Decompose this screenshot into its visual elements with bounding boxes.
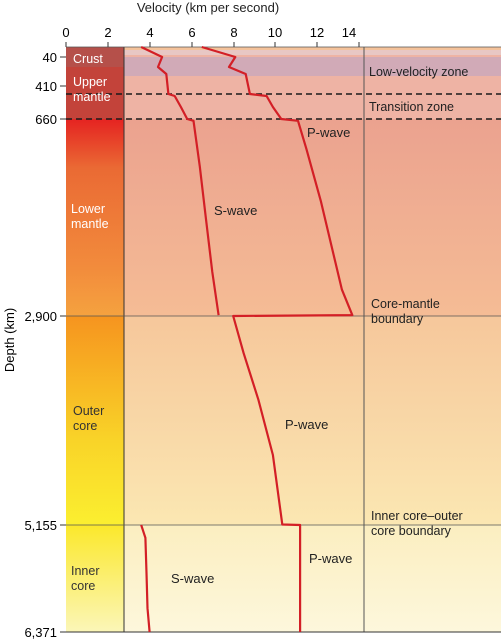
layer-label-lower-mantle: Lower mantle [71, 202, 109, 231]
p-wave-label-inner-core: P-wave [309, 551, 352, 566]
depth-tick-label: 5,155 [24, 518, 57, 533]
s-wave-label-inner-core: S-wave [171, 571, 214, 586]
zone-label-core-mantle-boundary: Core-mantle boundary [371, 297, 440, 326]
depth-tick-label: 660 [35, 112, 57, 127]
depth-tick-label: 6,371 [24, 625, 57, 640]
layer-lower-mantle [66, 119, 124, 316]
velocity-tick-label: 10 [268, 25, 282, 40]
s-wave-label-mantle: S-wave [214, 203, 257, 218]
p-wave-label-outer-core: P-wave [285, 417, 328, 432]
depth-tick-label: 40 [43, 50, 57, 65]
s-wave-curve [140, 46, 220, 316]
velocity-tick-marks [65, 42, 360, 47]
low-velocity-band [124, 57, 501, 76]
velocity-tick-label: 2 [104, 25, 111, 40]
p-wave-label-mantle: P-wave [307, 125, 350, 140]
zone-label-low-velocity: Low-velocity zone [369, 65, 468, 79]
velocity-axis-title: Velocity (km per second) [137, 0, 279, 15]
velocity-tick-label: 8 [230, 25, 237, 40]
zone-label-transition: Transition zone [369, 100, 454, 114]
depth-tick-label: 410 [35, 79, 57, 94]
layer-label-upper-mantle: Upper mantle [73, 75, 111, 104]
layer-label-outer-core: Outer core [73, 404, 104, 433]
layer-label-inner-core: Inner core [71, 564, 100, 593]
depth-tick-label: 2,900 [24, 309, 57, 324]
velocity-tick-label: 12 [310, 25, 324, 40]
layer-crust [66, 47, 124, 67]
plot-band-lower-mantle [124, 119, 501, 316]
p-wave-curve [201, 45, 354, 632]
plot-band-outer-core [124, 316, 501, 525]
velocity-tick-label: 4 [146, 25, 153, 40]
surface-strip [124, 47, 501, 50]
plot-band-inner-core [124, 525, 501, 632]
velocity-tick-label: 0 [62, 25, 69, 40]
layer-label-crust: Crust [73, 52, 103, 66]
velocity-tick-label: 6 [188, 25, 195, 40]
crust-band [124, 47, 501, 55]
s-wave-inner-core-curve [140, 524, 151, 633]
depth-axis-title: Depth (km) [2, 308, 17, 372]
zone-label-inner-outer-core-boundary: Inner core–outer core boundary [371, 509, 463, 538]
layer-upper-mantle [66, 67, 124, 119]
layer-inner-core [66, 525, 124, 632]
layer-outer-core [66, 316, 124, 525]
velocity-tick-label: 14 [342, 25, 356, 40]
